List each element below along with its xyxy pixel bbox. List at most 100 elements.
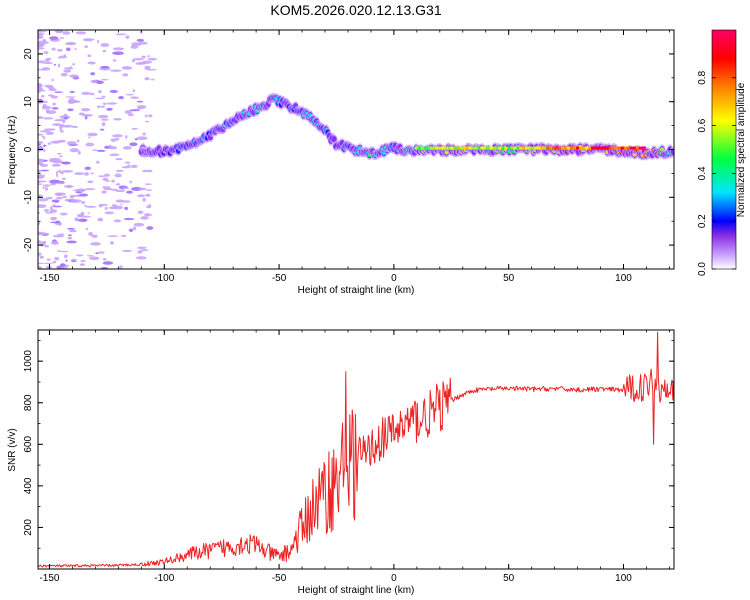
noise-speckle <box>38 175 45 179</box>
noise-speckle <box>128 228 134 232</box>
noise-speckle <box>106 102 118 105</box>
noise-speckle <box>51 204 56 206</box>
noise-speckle <box>68 234 72 237</box>
noise-speckle <box>63 67 74 70</box>
noise-speckle <box>38 47 45 50</box>
noise-speckle <box>90 172 95 175</box>
noise-speckle <box>59 55 67 59</box>
noise-speckle <box>52 123 62 126</box>
noise-speckle <box>100 78 109 81</box>
noise-speckle <box>46 110 57 115</box>
noise-speckle <box>38 231 45 236</box>
noise-speckle <box>87 212 90 214</box>
noise-speckle <box>38 98 43 102</box>
ridge-core <box>537 146 542 150</box>
noise-speckle <box>41 105 52 110</box>
noise-speckle <box>103 258 107 261</box>
noise-speckle <box>112 59 117 62</box>
noise-speckle <box>67 227 76 230</box>
noise-speckle <box>98 251 104 254</box>
noise-speckle <box>39 163 49 167</box>
noise-speckle <box>99 128 105 131</box>
ridge-core <box>414 146 419 150</box>
ridge-mid <box>670 148 674 156</box>
noise-speckle <box>69 194 75 199</box>
noise-speckle <box>67 99 80 104</box>
noise-speckle <box>51 107 59 110</box>
noise-speckle <box>41 135 45 138</box>
noise-speckle <box>144 77 150 81</box>
ridge-core <box>471 146 476 150</box>
noise-speckle <box>126 190 133 194</box>
noise-speckle <box>127 164 131 167</box>
noise-speckle <box>59 125 62 129</box>
noise-speckle <box>137 194 146 198</box>
ridge-core <box>626 146 631 150</box>
ridge-core <box>573 146 578 150</box>
noise-speckle <box>96 149 106 152</box>
ridge-core <box>528 146 533 150</box>
noise-speckle <box>56 140 65 143</box>
noise-speckle <box>49 183 56 186</box>
noise-speckle <box>38 162 44 165</box>
ridge-core <box>570 146 575 150</box>
spectrogram-ylabel: Frequency (Hz) <box>7 116 18 185</box>
noise-speckle <box>145 193 151 197</box>
ridge-core <box>474 146 479 150</box>
noise-speckle <box>141 55 146 59</box>
ridge-core <box>558 146 563 150</box>
noise-speckle <box>121 166 132 169</box>
noise-speckle <box>124 161 131 164</box>
noise-speckle <box>52 234 65 238</box>
noise-speckle <box>49 221 61 224</box>
ridge-core <box>423 146 428 150</box>
snr-ticks: -150 -100 -50 0 50 100 200 400 600 800 1000 <box>23 330 674 584</box>
colorbar-tick-label: 0.8 <box>697 70 708 84</box>
noise-speckle <box>147 57 158 61</box>
ridge-core <box>525 146 530 150</box>
noise-speckle <box>67 108 74 112</box>
ridge-core <box>632 146 637 150</box>
noise-speckle <box>148 114 153 118</box>
noise-speckle <box>135 62 147 65</box>
noise-speckle <box>56 196 63 200</box>
noise-speckle <box>122 73 129 77</box>
noise-speckle <box>98 203 109 206</box>
ridge-core <box>426 146 431 150</box>
noise-speckle <box>38 183 43 185</box>
noise-speckle <box>100 266 108 269</box>
noise-speckle <box>78 112 85 116</box>
noise-speckle <box>62 195 67 199</box>
noise-speckle <box>125 135 128 139</box>
noise-speckle <box>90 242 101 246</box>
ridge-core <box>483 146 488 150</box>
noise-speckle <box>112 51 124 56</box>
snr-panel: -150 -100 -50 0 50 100 200 400 600 800 1000 Height… <box>7 329 675 596</box>
spectrogram-xlabel: Height of straight line (km) <box>298 285 415 296</box>
noise-speckle <box>104 173 110 177</box>
noise-speckle <box>132 226 137 231</box>
noise-speckle <box>142 132 146 136</box>
noise-speckle <box>132 58 144 61</box>
noise-speckle <box>38 82 42 86</box>
noise-speckle <box>100 105 106 108</box>
ridge-core <box>531 146 536 150</box>
snr-marks <box>38 331 674 568</box>
noise-speckle <box>79 215 92 218</box>
noise-speckle <box>84 166 92 170</box>
noise-speckle <box>114 173 122 178</box>
noise-speckle <box>144 114 148 118</box>
colorbar-ticks: 0.0 0.2 0.4 0.6 0.8 <box>697 70 736 276</box>
ridge-core <box>510 146 515 150</box>
ridge-core <box>534 146 539 150</box>
noise-speckle <box>38 85 41 90</box>
x-tick-label: -100 <box>154 573 174 584</box>
noise-speckle <box>71 260 76 263</box>
noise-speckle <box>77 218 88 222</box>
ridge-core <box>444 146 449 150</box>
noise-speckle <box>78 193 89 197</box>
ridge-core <box>447 146 452 150</box>
noise-speckle <box>38 221 41 225</box>
noise-speckle <box>91 149 98 151</box>
